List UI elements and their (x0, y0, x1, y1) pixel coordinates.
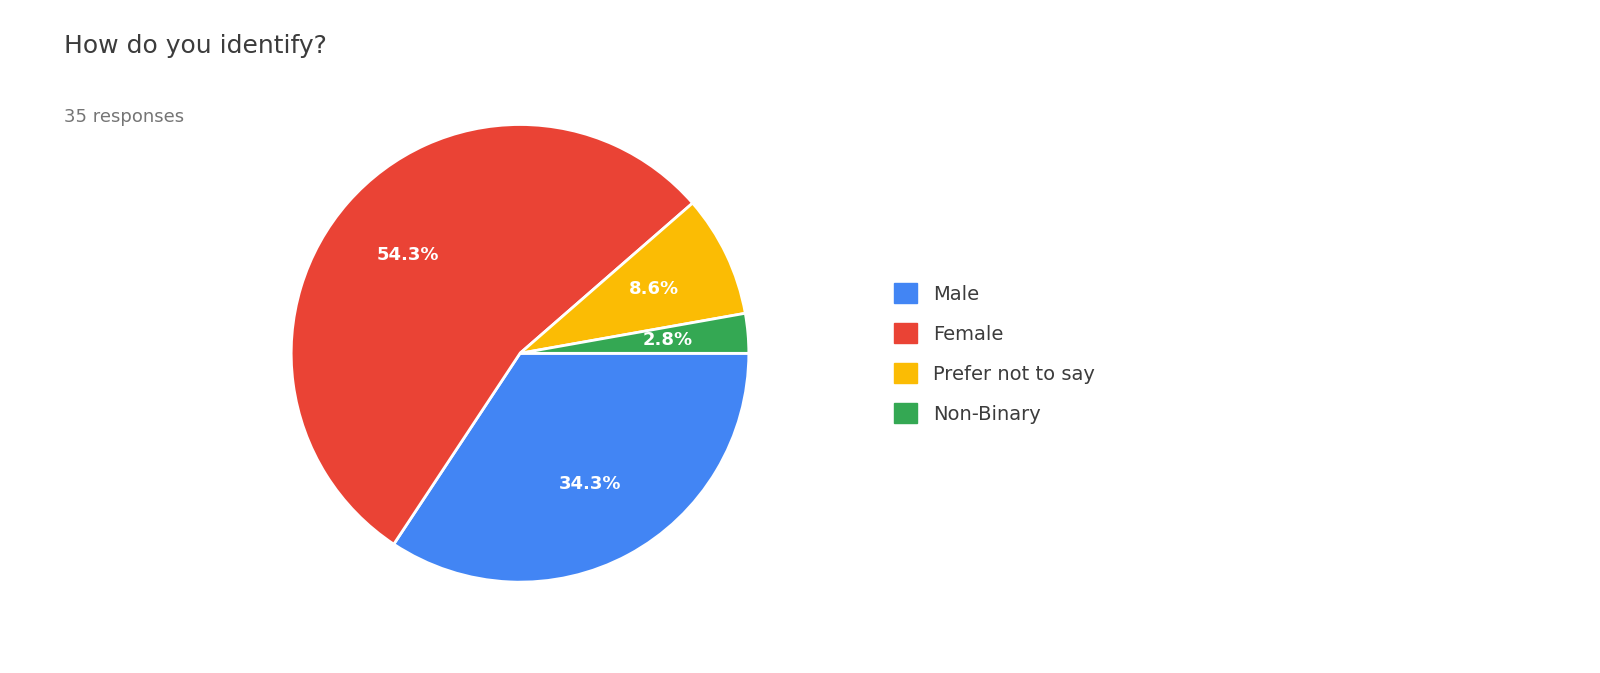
Legend: Male, Female, Prefer not to say, Non-Binary: Male, Female, Prefer not to say, Non-Bin… (885, 273, 1104, 433)
Wedge shape (394, 353, 749, 582)
Text: 2.8%: 2.8% (643, 331, 693, 349)
Wedge shape (520, 313, 749, 353)
Text: 34.3%: 34.3% (558, 475, 622, 493)
Text: 8.6%: 8.6% (629, 280, 680, 298)
Text: How do you identify?: How do you identify? (64, 34, 326, 58)
Wedge shape (520, 203, 746, 353)
Wedge shape (291, 125, 693, 544)
Text: 54.3%: 54.3% (378, 246, 440, 264)
Text: 35 responses: 35 responses (64, 108, 184, 126)
